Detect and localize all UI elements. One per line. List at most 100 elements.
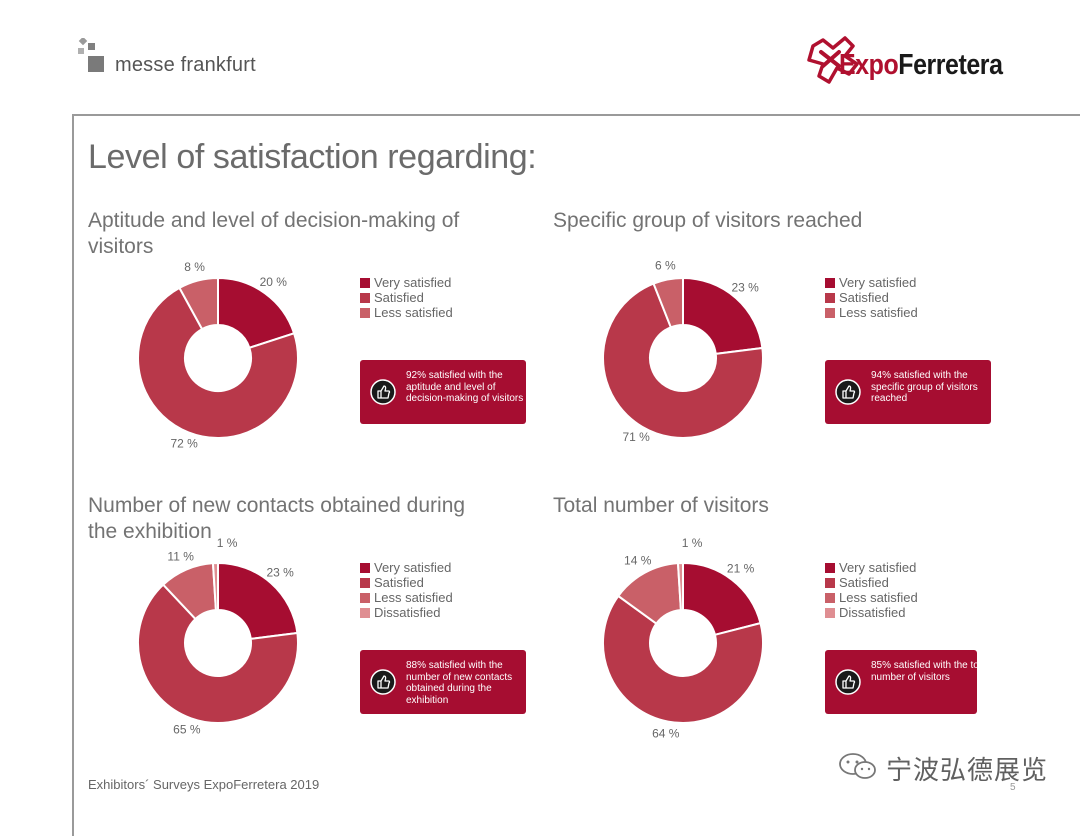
expoferretera-logo: ExpoFerretera — [805, 32, 1035, 88]
donut-slice-satisfied — [137, 583, 299, 724]
footer-source: Exhibitors´ Surveys ExpoFerretera 2019 — [88, 777, 320, 792]
chart-title: Aptitude and level of decision-making of… — [88, 209, 460, 258]
donut-slice-dissatisfied — [676, 561, 684, 612]
donut-slice-very-satisfied — [682, 276, 764, 355]
donut-slice-very-satisfied — [217, 276, 296, 350]
legend-swatch — [360, 308, 370, 318]
expoferretera-wordmark-expo: Expo — [839, 49, 899, 81]
chart-legend: Very satisfied Satisfied Less satisfied Dis… — [360, 560, 520, 620]
thumbs-up-icon — [835, 379, 861, 405]
slide-frame — [72, 114, 1080, 836]
data-label: 20 % — [260, 275, 288, 289]
legend-label: Less satisfied — [374, 305, 453, 320]
summary-callout: 88% satisfied with the number of new con… — [360, 650, 526, 714]
data-label: 1 % — [682, 536, 703, 550]
legend-label: Less satisfied — [839, 590, 918, 605]
messe-frankfurt-text: messe frankfurt — [115, 54, 256, 76]
legend-swatch — [360, 608, 370, 618]
donut-chart: 23 % 65 % 11 % 1 % — [137, 536, 299, 737]
legend-item: Very satisfied — [360, 275, 520, 290]
legend-item: Dissatisfied — [825, 605, 985, 620]
donut-slice-satisfied — [602, 282, 764, 439]
legend-swatch — [360, 563, 370, 573]
legend-item: Satisfied — [825, 290, 985, 305]
legend-label: Dissatisfied — [374, 605, 441, 620]
legend-label: Very satisfied — [374, 560, 452, 575]
summary-callout: 85% satisfied with the total number of v… — [825, 650, 989, 714]
chart-legend: Very satisfied Satisfied Less satisfied — [825, 275, 985, 320]
legend-label: Very satisfied — [839, 560, 917, 575]
data-label: 64 % — [652, 726, 680, 740]
legend-swatch — [825, 563, 835, 573]
legend-item: Satisfied — [360, 575, 520, 590]
chart-legend: Very satisfied Satisfied Less satisfied — [360, 275, 520, 320]
watermark-text: 宁波弘德展览 — [886, 755, 1049, 785]
callout-text: 85% satisfied with the total number of v… — [871, 660, 990, 683]
data-label: 72 % — [170, 437, 198, 451]
data-label: 14 % — [624, 554, 652, 568]
thumbs-up-icon — [370, 669, 396, 695]
data-label: 23 % — [266, 565, 294, 579]
data-label: 21 % — [727, 562, 755, 576]
chart-title: Total number of visitors — [553, 494, 769, 517]
donut-slice-satisfied — [137, 286, 299, 439]
chart-panel-new-contacts: Number of new contacts obtained during t… — [88, 493, 558, 773]
thumbs-up-icon — [835, 669, 861, 695]
messe-frankfurt-mark-icon — [78, 38, 104, 72]
legend-item: Less satisfied — [825, 305, 985, 320]
legend-item: Dissatisfied — [360, 605, 520, 620]
legend-swatch — [360, 593, 370, 603]
callout-text: 92% satisfied with the aptitude and leve… — [406, 370, 524, 404]
callout-text: 94% satisfied with the specific group of… — [871, 370, 978, 404]
legend-label: Satisfied — [839, 290, 889, 305]
donut-slice-less-satisfied — [652, 276, 684, 329]
legend-item: Less satisfied — [360, 590, 520, 605]
legend-item: Very satisfied — [360, 560, 520, 575]
legend-swatch — [825, 578, 835, 588]
legend-label: Very satisfied — [374, 275, 452, 290]
chart-legend: Very satisfied Satisfied Less satisfied Dis… — [825, 560, 985, 620]
donut-slice-very-satisfied — [682, 561, 762, 637]
wechat-icon — [839, 753, 876, 779]
donut-slice-less-satisfied — [178, 276, 219, 331]
chart-panel-decision-making: Aptitude and level of decision-making of… — [88, 208, 558, 488]
donut-chart: 20 % 72 % 8 % — [137, 260, 299, 451]
data-label: 1 % — [217, 536, 238, 550]
summary-callout: 92% satisfied with the aptitude and leve… — [360, 360, 526, 424]
legend-label: Less satisfied — [374, 590, 453, 605]
legend-item: Less satisfied — [360, 305, 520, 320]
chart-panel-total-visitors: Total number of visitors 21 % 64 % 14 % 1 %… — [553, 493, 1023, 773]
legend-item: Satisfied — [825, 575, 985, 590]
data-label: 71 % — [622, 430, 650, 444]
wechat-watermark: 宁波弘德展览 — [838, 748, 1049, 785]
messe-frankfurt-logo: messe frankfurt — [78, 38, 278, 78]
chart-panel-visitor-group: Specific group of visitors reached 23 % 7… — [553, 208, 1023, 488]
legend-swatch — [825, 293, 835, 303]
data-label: 23 % — [731, 280, 759, 294]
legend-label: Satisfied — [374, 290, 424, 305]
data-label: 11 % — [167, 550, 194, 564]
legend-label: Less satisfied — [839, 305, 918, 320]
legend-label: Satisfied — [374, 575, 424, 590]
page-number: 5 — [1010, 782, 1016, 793]
page-title: Level of satisfaction regarding: — [88, 138, 537, 176]
legend-swatch — [825, 308, 835, 318]
legend-item: Satisfied — [360, 290, 520, 305]
callout-text: 88% satisfied with the number of new con… — [406, 660, 513, 706]
legend-item: Very satisfied — [825, 560, 985, 575]
data-label: 6 % — [655, 259, 676, 273]
legend-swatch — [825, 608, 835, 618]
legend-item: Very satisfied — [825, 275, 985, 290]
donut-slice-very-satisfied — [217, 561, 299, 640]
chart-title: Number of new contacts obtained during t… — [88, 494, 466, 543]
expoferretera-star-icon — [807, 36, 859, 84]
legend-swatch — [360, 578, 370, 588]
expoferretera-wordmark: ExpoFerretera — [839, 49, 1003, 82]
chart-title: Specific group of visitors reached — [553, 209, 863, 232]
data-label: 65 % — [173, 723, 201, 737]
expoferretera-wordmark-ferretera: Ferretera — [898, 49, 1003, 81]
legend-swatch — [825, 593, 835, 603]
legend-label: Satisfied — [839, 575, 889, 590]
legend-item: Less satisfied — [825, 590, 985, 605]
donut-slice-dissatisfied — [211, 561, 219, 612]
